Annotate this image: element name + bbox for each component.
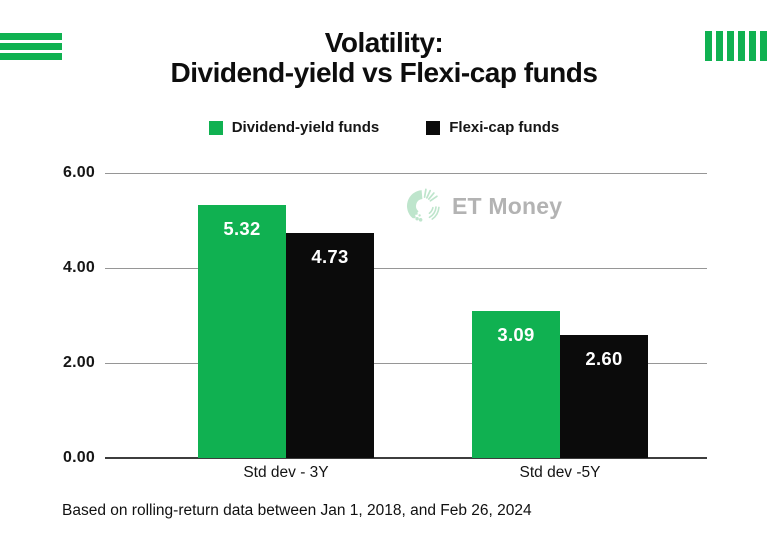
- x-axis-category-label: Std dev - 3Y: [243, 464, 329, 481]
- decor-stripes-right-icon: [705, 31, 767, 61]
- legend-label: Flexi-cap funds: [449, 119, 560, 136]
- decor-stripe: [760, 31, 767, 61]
- bar-flexi-cap-funds-2: 2.60: [560, 334, 648, 458]
- gridline: [105, 268, 707, 269]
- decor-stripe: [705, 31, 712, 61]
- etmoney-logo-icon: [407, 188, 440, 222]
- x-axis-line: [105, 457, 707, 459]
- y-axis-tick-label: 4.00: [63, 259, 95, 276]
- legend-label: Dividend-yield funds: [231, 119, 380, 136]
- bar-dividend-yield-funds-1: 5.32: [198, 205, 286, 458]
- chart-title-line2: Dividend-yield vs Flexi-cap funds: [170, 56, 598, 88]
- decor-stripe: [0, 43, 62, 50]
- bar-value-label: 2.60: [585, 347, 623, 369]
- decor-stripe: [716, 31, 723, 61]
- decor-stripe: [749, 31, 756, 61]
- watermark-text: ET Money: [452, 192, 563, 219]
- y-axis-tick-label: 6.00: [63, 164, 95, 181]
- y-axis-tick-label: 2.00: [63, 354, 95, 371]
- decor-stripe: [0, 33, 62, 40]
- decor-stripe: [0, 53, 62, 60]
- y-axis-tick-label: 0.00: [63, 449, 95, 466]
- decor-stripe: [738, 31, 745, 61]
- chart-title: Volatility: Dividend-yield vs Flexi-cap …: [0, 26, 768, 88]
- source-note: Based on rolling-return data between Jan…: [62, 502, 532, 519]
- gridline: [105, 173, 707, 174]
- decor-stripes-left-icon: [0, 33, 62, 63]
- bar-value-label: 4.73: [311, 246, 349, 268]
- bar-value-label: 5.32: [223, 218, 261, 240]
- chart-title-line1: Volatility:: [324, 26, 444, 58]
- legend-item-flexi-cap-funds: Flexi-cap funds: [426, 119, 559, 136]
- watermark: ET Money: [403, 186, 562, 226]
- x-axis-category-label: Std dev -5Y: [519, 464, 601, 481]
- bar-dividend-yield-funds-2: 3.09: [472, 311, 560, 458]
- decor-stripe: [727, 31, 734, 61]
- bar-flexi-cap-funds-1: 4.73: [286, 233, 374, 458]
- legend-swatch-green: [208, 120, 223, 135]
- legend-swatch-black: [426, 120, 441, 135]
- legend: Dividend-yield funds Flexi-cap funds: [0, 119, 768, 136]
- legend-item-dividend-yield-funds: Dividend-yield funds: [208, 119, 380, 136]
- bar-value-label: 3.09: [497, 324, 535, 346]
- gridline: [105, 363, 707, 364]
